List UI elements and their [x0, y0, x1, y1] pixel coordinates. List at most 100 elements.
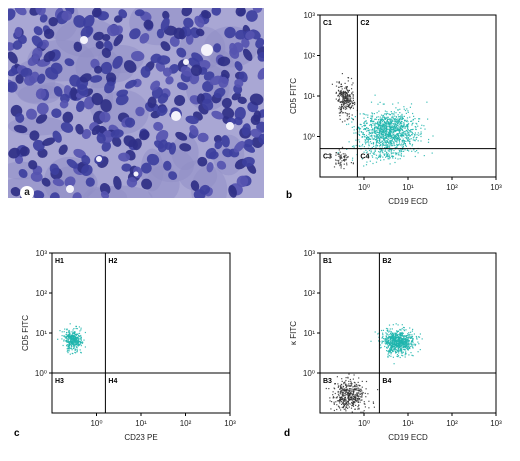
data-point: [401, 132, 404, 134]
data-point: [411, 124, 413, 126]
x-tick-label: 10²: [180, 419, 192, 428]
data-point: [379, 139, 381, 141]
data-point: [397, 134, 399, 136]
data-point: [340, 163, 342, 165]
data-point: [402, 145, 404, 147]
data-point: [390, 114, 392, 116]
data-point: [396, 127, 398, 129]
data-point: [401, 122, 403, 124]
data-point: [384, 121, 386, 123]
data-point: [347, 401, 349, 404]
data-point: [361, 399, 363, 401]
data-point: [348, 397, 350, 399]
data-point: [397, 109, 399, 111]
data-point: [406, 340, 408, 342]
data-point: [363, 410, 365, 412]
data-point: [80, 340, 82, 342]
data-point: [343, 100, 346, 102]
data-point: [349, 378, 351, 381]
data-point: [400, 343, 402, 345]
data-point: [366, 137, 368, 139]
data-point: [387, 123, 389, 125]
data-point: [410, 337, 412, 339]
data-point: [334, 383, 336, 385]
data-point: [402, 341, 404, 344]
data-point: [374, 150, 376, 152]
data-point: [340, 100, 342, 103]
data-point: [342, 402, 344, 404]
lymphocyte-nucleus: [10, 187, 21, 197]
data-point: [395, 136, 397, 138]
data-point: [374, 128, 376, 130]
y-tick-label: 10¹: [303, 329, 315, 338]
data-point: [365, 114, 367, 116]
lymphocyte-nucleus: [154, 140, 164, 149]
data-point: [339, 111, 341, 113]
data-point: [384, 339, 386, 341]
data-point: [392, 339, 394, 342]
data-point: [383, 123, 385, 126]
data-point: [420, 133, 422, 135]
data-point: [399, 342, 401, 344]
lymphocyte-nucleus: [99, 111, 111, 123]
data-point: [384, 127, 386, 129]
data-point: [73, 338, 75, 341]
data-point: [352, 400, 354, 402]
data-point: [356, 383, 358, 386]
data-point: [405, 346, 407, 348]
data-point: [400, 340, 402, 342]
data-point: [343, 398, 345, 400]
data-point: [387, 155, 389, 157]
data-point: [393, 339, 395, 341]
data-point: [404, 143, 406, 145]
lymphocyte-nucleus: [180, 65, 193, 77]
data-point: [347, 97, 349, 99]
data-point: [361, 126, 363, 128]
data-point: [365, 388, 367, 390]
data-point: [396, 340, 399, 342]
data-point: [399, 108, 401, 110]
lymphocyte-nucleus: [140, 66, 151, 78]
data-point: [348, 383, 350, 385]
data-point: [401, 334, 403, 336]
data-point: [340, 389, 342, 391]
data-point: [392, 332, 394, 334]
data-point: [77, 342, 79, 344]
data-point: [397, 330, 400, 332]
data-point: [331, 83, 333, 85]
data-point: [390, 350, 392, 352]
data-point: [396, 345, 398, 347]
data-point: [375, 126, 377, 128]
data-point: [379, 153, 381, 155]
data-point: [396, 337, 398, 339]
data-point: [352, 393, 354, 395]
data-point: [404, 352, 407, 354]
x-tick-label: 10³: [490, 419, 502, 428]
data-point: [390, 120, 392, 122]
data-point: [343, 401, 345, 403]
data-point: [345, 398, 347, 400]
data-point: [382, 120, 385, 122]
data-point: [362, 392, 364, 394]
data-point: [63, 335, 65, 337]
data-point: [415, 137, 417, 139]
data-point: [361, 380, 363, 382]
data-point: [338, 153, 340, 156]
data-point: [392, 345, 394, 347]
data-point: [377, 389, 379, 391]
data-point: [351, 405, 353, 407]
data-point: [356, 400, 358, 402]
data-point: [412, 128, 414, 130]
data-point: [387, 329, 389, 331]
data-point: [334, 383, 336, 385]
data-point: [70, 339, 72, 341]
data-point: [363, 125, 365, 127]
data-point: [403, 142, 405, 144]
micrograph-panel: a: [8, 8, 264, 200]
data-point: [389, 328, 391, 330]
lymphocyte-nucleus: [134, 9, 145, 17]
data-point: [381, 130, 383, 133]
data-point: [373, 151, 375, 153]
data-point: [335, 91, 337, 93]
